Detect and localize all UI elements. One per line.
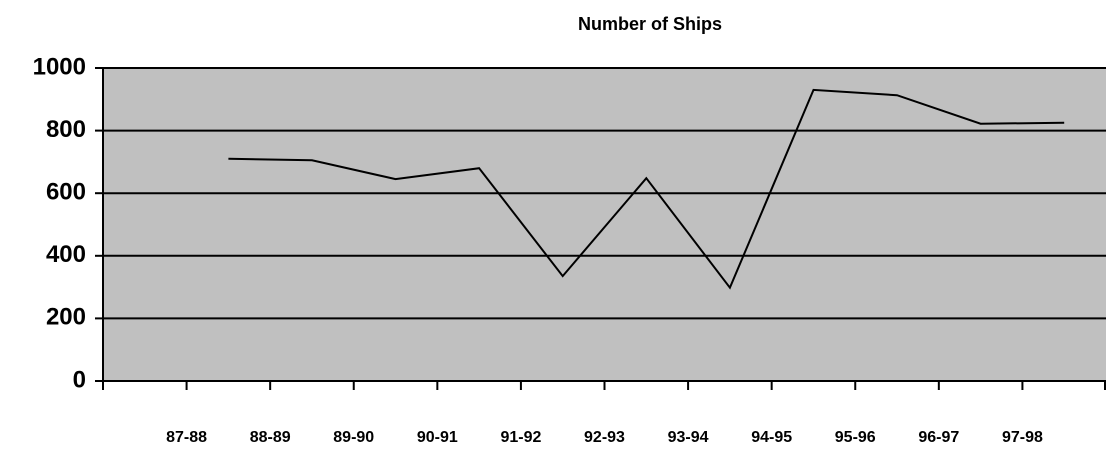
x-tick-label: 97-98 (1002, 429, 1043, 446)
data-line (228, 88, 1065, 290)
plot-area (103, 68, 1106, 381)
x-tick-label: 91-92 (500, 429, 541, 446)
x-tick-label: 89-90 (333, 429, 374, 446)
chart-title: Number of Ships (578, 14, 722, 34)
x-tick-label: 88-89 (250, 429, 291, 446)
x-tick-label: 96-97 (918, 429, 959, 446)
x-tick-label: 93-94 (668, 429, 709, 446)
x-tick-label: 92-93 (584, 429, 625, 446)
x-tick-label: 87-88 (166, 429, 207, 446)
x-tick-label: 90-91 (417, 429, 458, 446)
y-tick-label: 200 (46, 304, 86, 331)
y-tick-label: 800 (46, 116, 86, 143)
y-tick-label: 400 (46, 241, 86, 268)
x-tick-label: 95-96 (835, 429, 876, 446)
y-tick-label: 1000 (33, 53, 86, 80)
y-tick-label: 600 (46, 179, 86, 206)
x-tick-label: 94-95 (751, 429, 792, 446)
y-tick-label: 0 (73, 366, 86, 393)
